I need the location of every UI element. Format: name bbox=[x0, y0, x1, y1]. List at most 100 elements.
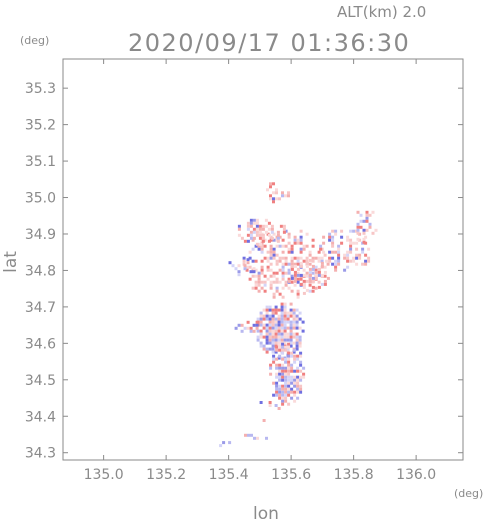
radar-echo-cell bbox=[269, 250, 273, 254]
radar-echo-cell bbox=[249, 270, 253, 274]
radar-echo-cell bbox=[287, 387, 291, 391]
radar-echo-cell bbox=[237, 227, 241, 231]
radar-echo-cell bbox=[255, 230, 259, 234]
radar-echo-cell bbox=[275, 253, 279, 257]
radar-echo-cell bbox=[268, 320, 272, 324]
y-tick-label: 34.8 bbox=[25, 263, 56, 279]
radar-echo-cell bbox=[265, 305, 269, 309]
y-axis: 34.3 34.4 34.5 34.6 34.7 34.8 34.9 35.0 35.1 35.2… bbox=[25, 81, 463, 462]
radar-echo-cell bbox=[287, 241, 291, 245]
radar-echo-cell bbox=[272, 292, 276, 296]
radar-echo-cell bbox=[281, 271, 285, 275]
radar-echo-cell bbox=[272, 274, 276, 278]
radar-echo-cell bbox=[364, 253, 368, 257]
radar-echo-cell bbox=[293, 235, 297, 239]
radar-echo-cell bbox=[367, 256, 371, 260]
radar-echo-cell bbox=[269, 247, 273, 251]
radar-echo-cell bbox=[305, 271, 309, 275]
radar-echo-cell bbox=[281, 378, 285, 382]
radar-echo-cell bbox=[249, 329, 253, 333]
radar-echo-cell bbox=[296, 241, 300, 245]
radar-echo-cell bbox=[352, 229, 356, 233]
radar-echo-cell bbox=[296, 295, 300, 299]
radar-echo-cell bbox=[296, 384, 300, 388]
radar-echo-cell bbox=[248, 250, 252, 254]
radar-echo-cell bbox=[334, 262, 338, 266]
radar-echo-cell bbox=[287, 378, 291, 382]
radar-echo-cell bbox=[249, 218, 253, 222]
radar-echo-cell bbox=[269, 366, 273, 370]
radar-echo-cell bbox=[296, 259, 300, 263]
radar-echo-cell bbox=[296, 357, 300, 361]
radar-echo-cell bbox=[281, 390, 285, 394]
radar-echo-cell bbox=[298, 344, 302, 348]
radar-echo-cell bbox=[248, 256, 252, 260]
radar-echo-cell bbox=[265, 341, 269, 345]
radar-echo-cell bbox=[296, 375, 300, 379]
radar-echo-cell bbox=[302, 372, 306, 376]
radar-echo-cell bbox=[268, 326, 272, 330]
radar-echo-cell bbox=[299, 384, 303, 388]
radar-echo-cell bbox=[296, 292, 300, 296]
radar-echo-cell bbox=[275, 390, 279, 394]
x-tick-label: 135.6 bbox=[271, 467, 311, 483]
radar-echo-cell bbox=[271, 341, 275, 345]
radar-echo-cell bbox=[255, 233, 259, 237]
radar-echo-cell bbox=[266, 277, 270, 281]
radar-echo-cell bbox=[284, 381, 288, 385]
radar-echo-cell bbox=[258, 233, 262, 237]
radar-echo-cell bbox=[250, 433, 253, 437]
radar-echo-cell bbox=[260, 268, 264, 272]
radar-echo-cell bbox=[283, 332, 287, 336]
radar-echo-cell bbox=[311, 289, 315, 293]
radar-echo-cell bbox=[371, 231, 375, 235]
radar-echo-cell bbox=[346, 265, 350, 269]
radar-echo-cell bbox=[334, 232, 338, 236]
radar-echo-cell bbox=[296, 387, 300, 391]
radar-echo-cell bbox=[302, 247, 306, 251]
radar-echo-cell bbox=[258, 230, 262, 234]
radar-echo-cell bbox=[275, 381, 279, 385]
radar-echo-cell bbox=[293, 393, 297, 397]
radar-echo-cell bbox=[298, 335, 302, 339]
radar-echo-cell bbox=[287, 384, 291, 388]
radar-echo-cell bbox=[317, 267, 321, 271]
y-tick-label: 34.9 bbox=[25, 227, 56, 243]
radar-echo-cell bbox=[278, 393, 282, 397]
radar-echo-cell bbox=[323, 274, 327, 278]
radar-echo-cell bbox=[293, 273, 297, 277]
radar-echo-cell bbox=[265, 329, 269, 333]
radar-echo-cell bbox=[290, 264, 294, 268]
radar-echo-cell bbox=[358, 256, 362, 260]
radar-echo-cell bbox=[298, 338, 302, 342]
plot-frame bbox=[62, 58, 464, 461]
radar-echo-cell bbox=[296, 396, 300, 400]
radar-echo-cell bbox=[252, 230, 256, 234]
radar-echo-cell bbox=[299, 261, 303, 265]
radar-echo-cell bbox=[374, 228, 378, 232]
radar-echo-cell bbox=[272, 182, 275, 186]
radar-echo-cell bbox=[259, 317, 263, 321]
radar-echo-cell bbox=[251, 247, 255, 251]
radar-echo-cell bbox=[295, 314, 299, 318]
radar-echo-cell bbox=[277, 326, 281, 330]
radar-echo-cell bbox=[277, 320, 281, 324]
radar-echo-cell bbox=[296, 273, 300, 277]
radar-echo-cell bbox=[262, 317, 266, 321]
radar-echo-cell bbox=[287, 277, 291, 281]
radar-echo-cell bbox=[282, 224, 286, 228]
radar-echo-cell bbox=[290, 363, 294, 367]
radar-echo-cell bbox=[255, 326, 259, 330]
radar-echo-cell bbox=[260, 265, 264, 269]
radar-echo-cell bbox=[280, 329, 284, 333]
radar-echo-cell bbox=[331, 241, 335, 245]
radar-echo-cell bbox=[299, 378, 303, 382]
radar-echo-cell bbox=[282, 227, 286, 231]
radar-echo-cell bbox=[293, 262, 297, 266]
radar-echo-cell bbox=[260, 259, 264, 263]
radar-echo-cell bbox=[292, 317, 296, 321]
radar-echo-cell bbox=[311, 259, 315, 263]
radar-echo-cell bbox=[247, 433, 250, 437]
y-tick-label: 34.5 bbox=[25, 373, 56, 389]
radar-echo-cell bbox=[289, 332, 293, 336]
